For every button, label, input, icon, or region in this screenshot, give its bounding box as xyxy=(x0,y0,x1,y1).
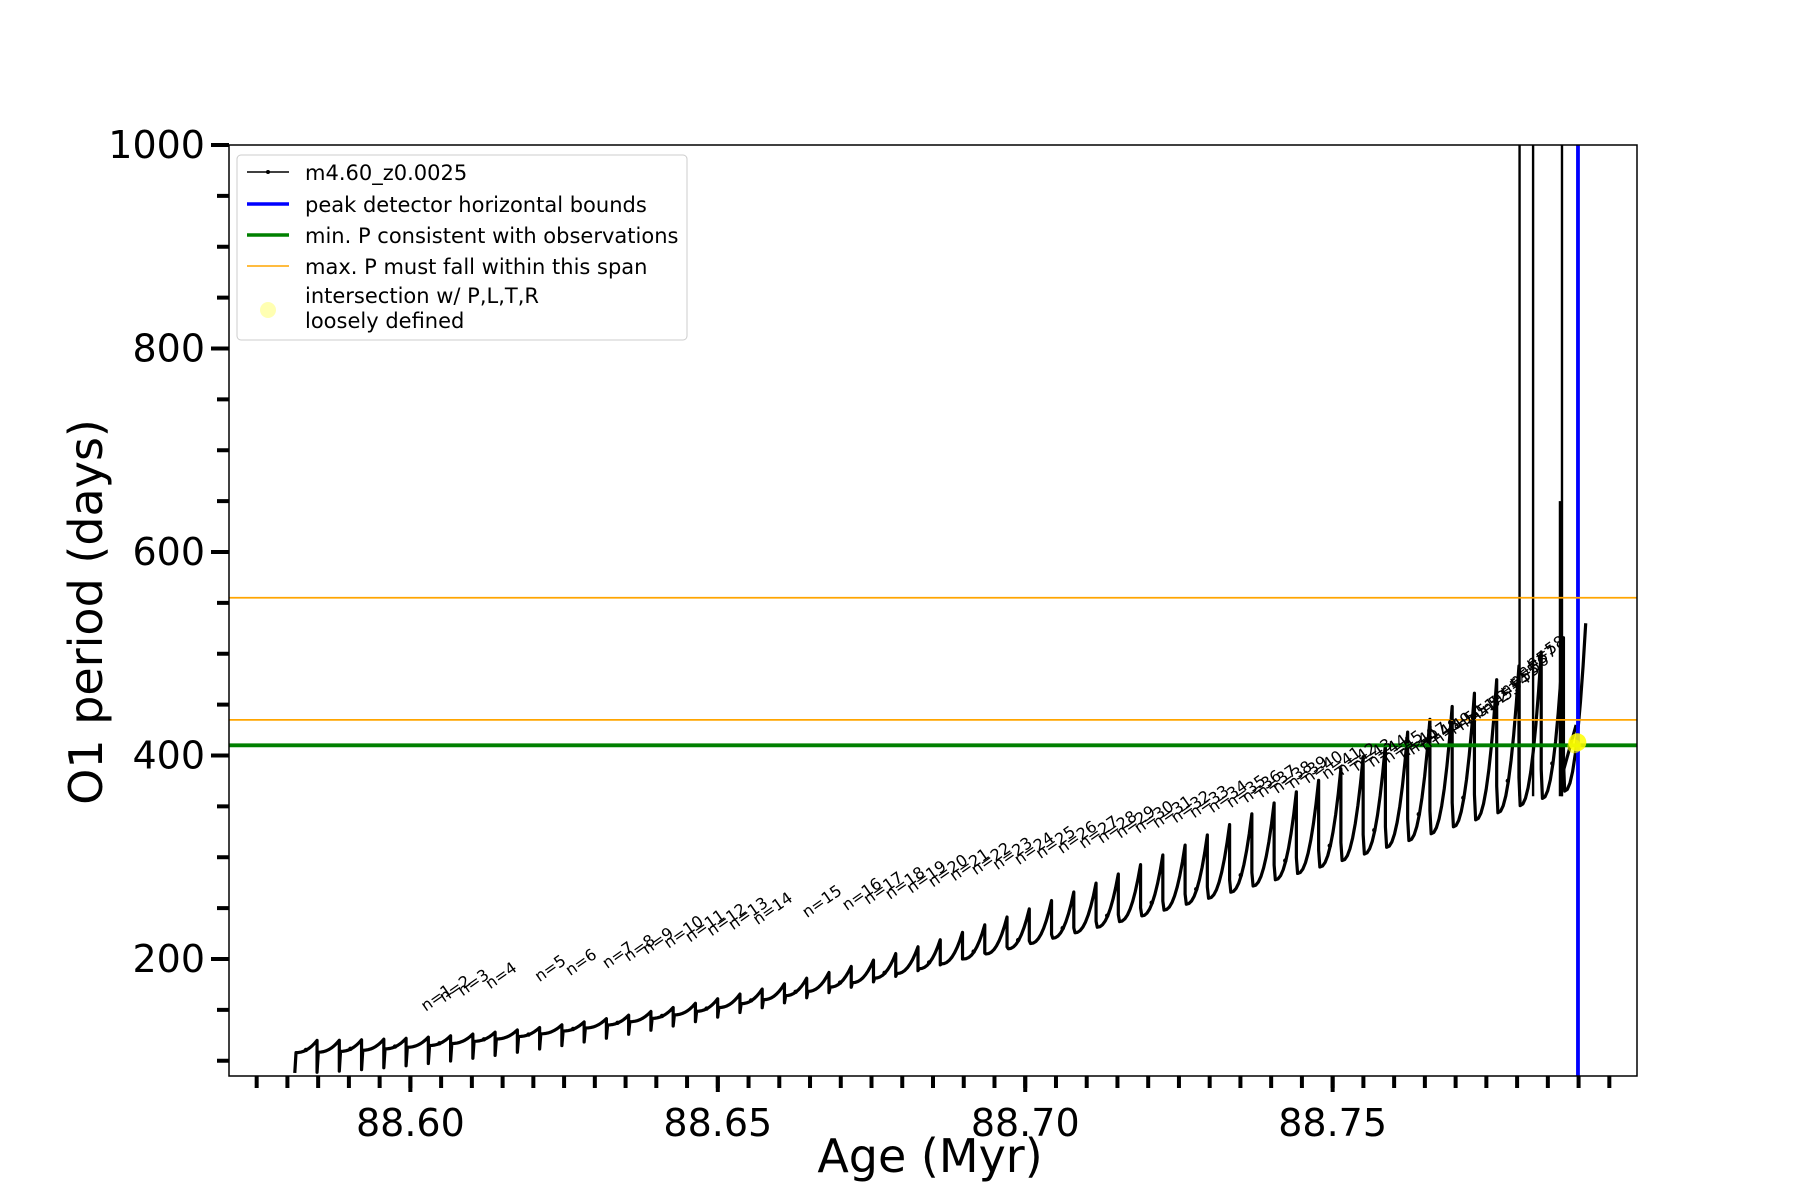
pulse-label: n=6 xyxy=(562,945,601,980)
series-point xyxy=(481,1037,487,1042)
series-point xyxy=(1060,925,1065,931)
x-tick-label: 88.75 xyxy=(1278,1101,1387,1145)
legend-label-intersection: intersection w/ P,L,T,R xyxy=(305,284,539,308)
legend-label-bounds: peak detector horizontal bounds xyxy=(305,193,647,217)
legend-swatch-series-marker xyxy=(266,170,270,174)
y-tick-label: 800 xyxy=(132,326,205,370)
x-axis: 88.60 88.65 88.70 88.75 xyxy=(254,1076,1612,1145)
pulse-label: n=4 xyxy=(482,958,521,993)
series-point xyxy=(570,1026,576,1032)
series-point xyxy=(392,1044,398,1049)
x-tick-label: 88.70 xyxy=(971,1101,1080,1145)
plot-area xyxy=(229,145,1637,1076)
series-point xyxy=(704,1006,709,1011)
pulse-label: n=14 xyxy=(749,888,796,929)
y-tick-label: 200 xyxy=(132,937,205,981)
series-point xyxy=(1238,872,1243,878)
y-axis: 200 400 600 800 1000 xyxy=(108,123,229,1063)
reference-lines xyxy=(229,145,1637,1076)
series-m4.60-z0.0025 xyxy=(293,145,1588,1074)
series-point xyxy=(659,1013,665,1019)
y-tick-label: 600 xyxy=(132,530,205,574)
series-point xyxy=(303,1047,309,1053)
legend-box xyxy=(236,154,688,341)
series-point xyxy=(1283,858,1288,863)
x-tick-label: 88.60 xyxy=(356,1101,465,1145)
legend-label-series: m4.60_z0.0025 xyxy=(305,161,467,186)
series-point xyxy=(926,960,932,965)
y-tick-label: 1000 xyxy=(108,123,205,167)
legend-label-max-p: max. P must fall within this span xyxy=(305,255,647,279)
y-tick-label: 400 xyxy=(132,733,205,777)
series-point xyxy=(1327,843,1332,848)
series-point xyxy=(1416,811,1421,817)
series-point xyxy=(1194,886,1199,892)
series-point xyxy=(348,1046,353,1052)
series-point xyxy=(1015,937,1021,943)
series-point xyxy=(882,970,887,975)
series-point xyxy=(1149,900,1154,905)
legend-label-min-p: min. P consistent with observations xyxy=(305,224,678,248)
series-point xyxy=(1505,778,1511,784)
series-point xyxy=(793,989,798,995)
series-point xyxy=(1550,761,1555,766)
series-point xyxy=(1461,795,1466,800)
x-axis-title: Age (Myr) xyxy=(817,1129,1042,1183)
pulse-label: n=15 xyxy=(798,881,845,922)
intersection-markers xyxy=(1567,733,1587,754)
series-point xyxy=(437,1041,442,1046)
series-point xyxy=(1104,913,1110,918)
series-point xyxy=(526,1032,531,1037)
x-tick-label: 88.65 xyxy=(663,1101,772,1145)
y-axis-title: O1 period (days) xyxy=(59,419,113,805)
series-point xyxy=(1372,827,1377,833)
series-line xyxy=(293,623,1588,1074)
legend-swatch-intersection xyxy=(260,302,276,318)
series-point xyxy=(837,980,843,985)
legend-label-intersection-line2: loosely defined xyxy=(305,309,464,333)
series-point xyxy=(748,998,754,1003)
legend: m4.60_z0.0025 peak detector horizontal b… xyxy=(236,154,688,341)
series-point xyxy=(971,949,976,954)
series-point xyxy=(615,1020,620,1026)
intersection-point-halo xyxy=(1567,739,1582,754)
